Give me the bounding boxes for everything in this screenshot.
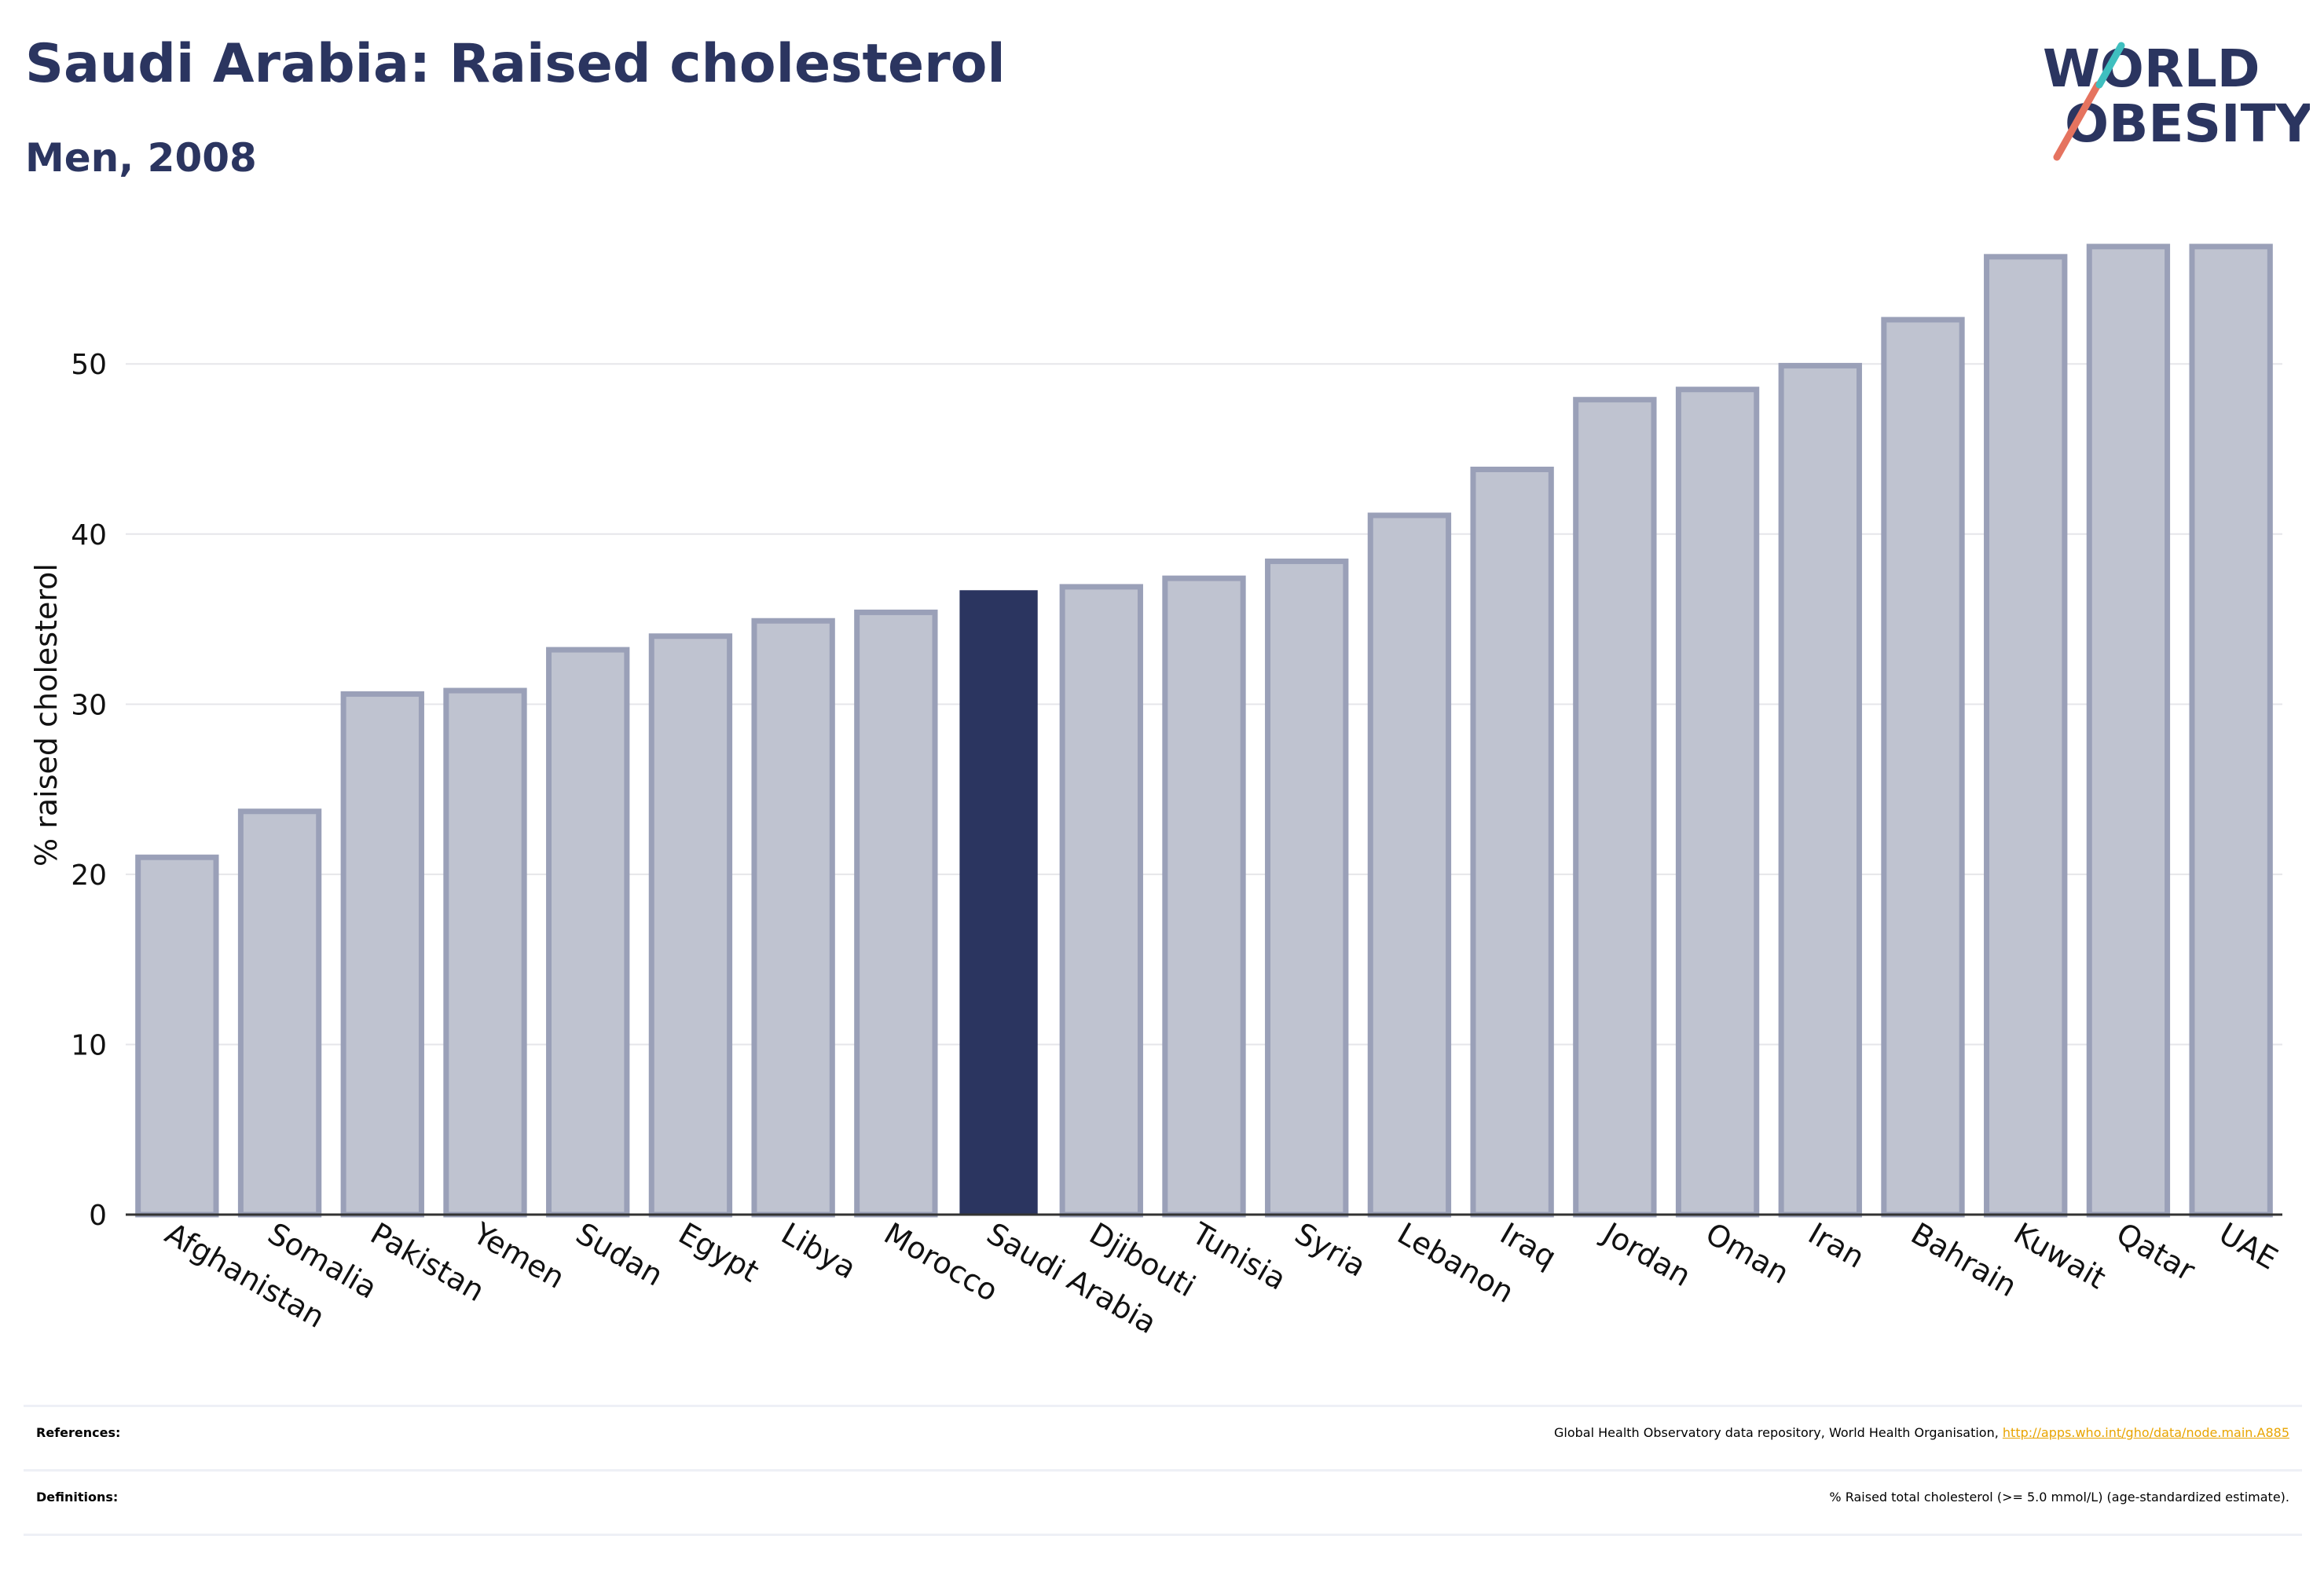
- bar-pakistan: [340, 691, 424, 1218]
- world-obesity-logo: WORLD OBESITY: [2043, 38, 2310, 161]
- x-tick-label: Iraq: [1494, 1216, 1562, 1275]
- y-tick-label: 40: [71, 519, 107, 552]
- x-tick-label: Jordan: [1596, 1215, 1696, 1294]
- bar-iraq: [1470, 467, 1554, 1218]
- x-tick-label: Bahrain: [1905, 1216, 2022, 1304]
- definitions-text: % Raised total cholesterol (>= 5.0 mmol/…: [1829, 1490, 2289, 1505]
- references-row: References: Global Health Observatory da…: [24, 1408, 2302, 1471]
- bar-egypt: [648, 633, 733, 1218]
- bar-qatar: [2086, 244, 2171, 1218]
- references-source: Global Health Observatory data repositor…: [1554, 1425, 2003, 1440]
- bar-saudi-arabia: [959, 590, 1038, 1215]
- y-axis-label: % raised cholesterol: [29, 563, 64, 867]
- y-tick-label: 50: [71, 349, 107, 381]
- x-tick-label: Kuwait: [2008, 1216, 2112, 1296]
- x-tick-label: Egypt: [673, 1216, 764, 1289]
- x-tick-label: Oman: [1700, 1216, 1795, 1291]
- x-tick-label: Saudi Arabia: [981, 1216, 1163, 1341]
- references-link[interactable]: http://apps.who.int/gho/data/node.main.A…: [2002, 1425, 2289, 1440]
- bar-yemen: [443, 687, 527, 1218]
- y-tick-label: 10: [71, 1029, 107, 1061]
- page-title: Saudi Arabia: Raised cholesterol: [25, 33, 1006, 95]
- x-tick-label: Iran: [1802, 1216, 1870, 1275]
- y-tick-label: 30: [71, 689, 107, 721]
- definitions-label: Definitions:: [36, 1490, 119, 1505]
- bar-somalia: [237, 808, 322, 1218]
- bar-afghanistan: [135, 854, 219, 1218]
- bar-syria: [1265, 558, 1349, 1218]
- bar-djibouti: [1059, 584, 1143, 1218]
- x-tick-label: Lebanon: [1391, 1216, 1519, 1310]
- x-tick-label: Qatar: [2110, 1216, 2201, 1288]
- bar-chart: 01020304050AfghanistanSomaliaPakistanYem…: [29, 244, 2284, 1341]
- bar-oman: [1675, 387, 1760, 1218]
- page-subtitle: Men, 2008: [25, 135, 257, 181]
- bar-tunisia: [1162, 575, 1246, 1218]
- svg-text:OBESITY: OBESITY: [2065, 93, 2310, 154]
- definitions-row: Definitions: % Raised total cholesterol …: [24, 1472, 2302, 1535]
- bar-uae: [2189, 244, 2273, 1218]
- svg-text:WORLD: WORLD: [2043, 38, 2260, 99]
- references-label: References:: [36, 1425, 121, 1440]
- bar-iran: [1778, 362, 1862, 1218]
- x-tick-label: Pakistan: [365, 1216, 490, 1309]
- references-text: Global Health Observatory data repositor…: [1554, 1425, 2289, 1440]
- x-tick-label: Libya: [775, 1216, 862, 1286]
- bar-sudan: [546, 647, 630, 1218]
- bar-lebanon: [1367, 512, 1452, 1218]
- x-tick-label: Tunisia: [1186, 1215, 1292, 1297]
- bar-libya: [751, 618, 835, 1218]
- footer-divider-bottom: [24, 1534, 2302, 1536]
- bar-morocco: [854, 609, 938, 1218]
- y-tick-label: 0: [89, 1200, 107, 1232]
- bar-bahrain: [1881, 317, 1965, 1218]
- bars: [135, 244, 2273, 1218]
- x-tick-label: UAE: [2213, 1216, 2283, 1277]
- x-tick-label: Sudan: [570, 1216, 669, 1293]
- bar-kuwait: [1984, 254, 2068, 1218]
- x-tick-label: Morocco: [878, 1216, 1004, 1309]
- x-tick-label: Syria: [1289, 1216, 1372, 1284]
- footer-divider-top: [24, 1405, 2302, 1407]
- footer-divider-middle: [24, 1469, 2302, 1472]
- y-tick-label: 20: [71, 859, 107, 892]
- bar-jordan: [1573, 397, 1657, 1218]
